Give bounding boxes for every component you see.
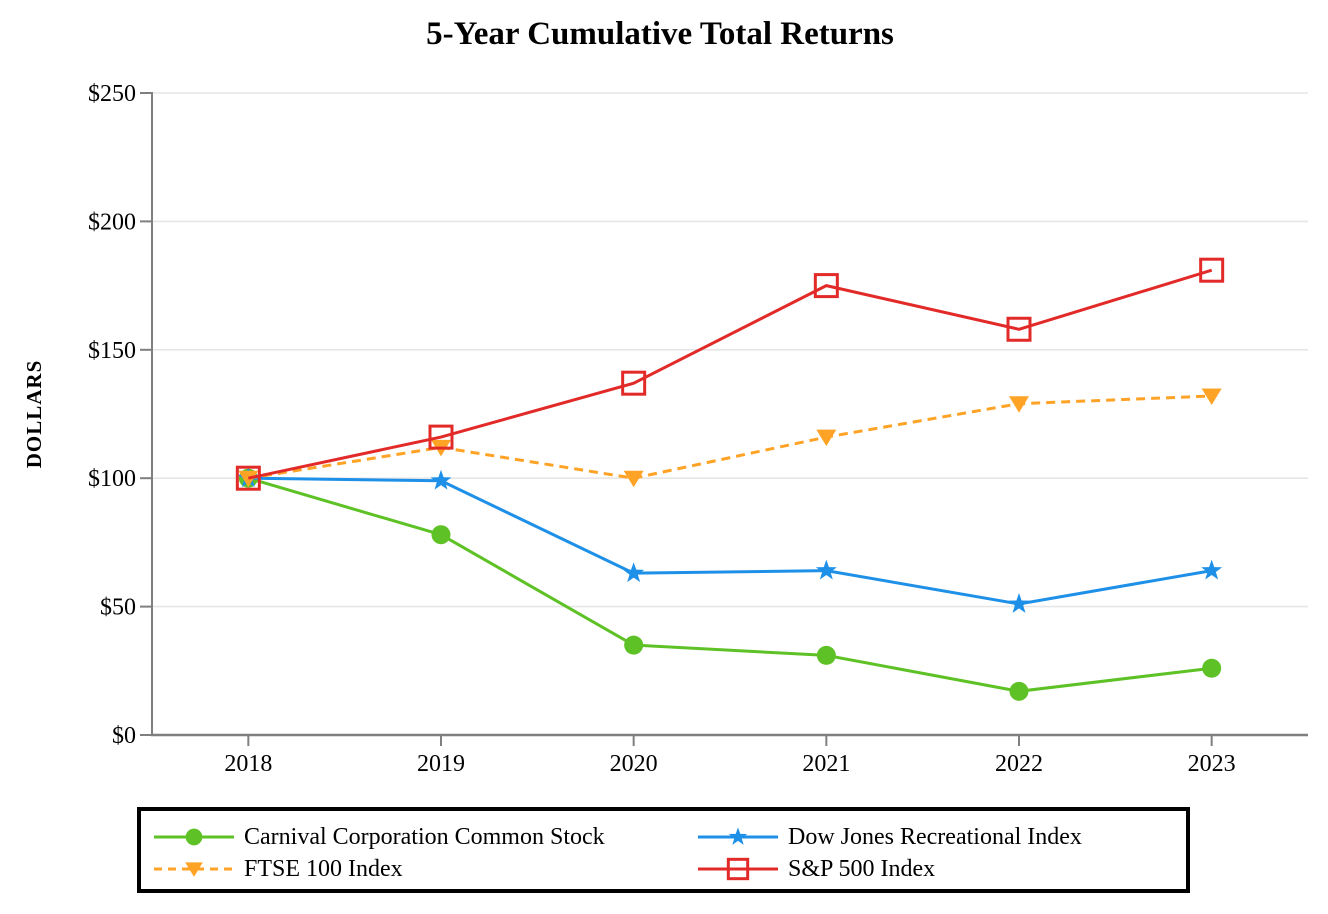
marker-star-1-5	[1201, 559, 1223, 580]
y-tick-label: $250	[88, 81, 136, 107]
marker-circle-0-4	[1009, 681, 1029, 701]
legend-label: S&P 500 Index	[788, 856, 936, 882]
marker-square-open-3-0	[235, 465, 261, 491]
y-tick-label: $0	[112, 723, 136, 749]
x-tick-label: 2018	[224, 751, 272, 777]
y-tick-label: $150	[88, 338, 136, 364]
y-axis-title: DOLLARS	[22, 360, 46, 469]
marker-triangle-down-2-3	[816, 429, 837, 447]
marker-square-open-legend-3	[726, 857, 750, 881]
series-line-2	[248, 394, 1212, 480]
marker-square-open-3-5	[1199, 257, 1225, 283]
legend-item-0: Carnival Corporation Common Stock	[153, 821, 697, 853]
series-line-1	[248, 476, 1212, 606]
marker-triangle-down-2-5	[1201, 388, 1222, 406]
marker-triangle-down-2-0	[238, 470, 259, 488]
legend-item-3: S&P 500 Index	[697, 853, 1186, 885]
marker-star-1-1	[430, 469, 452, 490]
marker-square-open-3-3	[813, 273, 839, 299]
marker-star-1-4	[1008, 593, 1030, 613]
legend-item-1: Dow Jones Recreational Index	[697, 821, 1186, 853]
marker-square-open-3-4	[1006, 316, 1032, 342]
x-tick-label: 2020	[610, 751, 658, 777]
series-line-0	[247, 476, 1212, 693]
y-tick-label: $100	[88, 466, 136, 492]
marker-square-open-3-1	[428, 424, 454, 450]
marker-circle-0-1	[431, 525, 451, 545]
legend-label: Carnival Corporation Common Stock	[244, 824, 605, 850]
marker-star-1-2	[623, 562, 645, 583]
marker-triangle-down-2-2	[623, 470, 644, 488]
x-tick-label: 2019	[417, 751, 465, 777]
legend-sample-square-open-icon	[698, 857, 778, 881]
y-tick-label: $200	[88, 209, 136, 235]
x-tick-label: 2023	[1188, 751, 1236, 777]
chart-title: 5-Year Cumulative Total Returns	[426, 16, 894, 52]
x-tick-label: 2022	[995, 751, 1043, 777]
chart-legend: Carnival Corporation Common Stock Dow Jon…	[137, 807, 1190, 893]
marker-square-open-3-2	[621, 370, 647, 396]
x-tick-label: 2021	[802, 751, 850, 777]
legend-sample-circle-icon	[154, 828, 234, 846]
marker-star-1-3	[815, 559, 837, 580]
marker-star-legend-1	[728, 827, 748, 845]
y-tick-label: $50	[100, 595, 136, 621]
marker-circle-0-5	[1202, 658, 1222, 678]
marker-circle-0-3	[816, 645, 836, 665]
legend-item-2: FTSE 100 Index	[153, 853, 697, 885]
marker-triangle-down-legend-2	[185, 862, 203, 877]
marker-circle-0-2	[624, 635, 644, 655]
line-chart-plot: $0 $50 $100 $150 $200 $250 2018 2019 2020 2021 202…	[22, 81, 1308, 777]
marker-circle-legend-0	[185, 828, 203, 846]
legend-label: FTSE 100 Index	[244, 856, 403, 882]
legend-label: Dow Jones Recreational Index	[788, 824, 1082, 850]
legend-sample-star-icon	[698, 827, 778, 845]
marker-triangle-down-2-4	[1009, 396, 1029, 413]
legend-sample-triangle-down-icon	[154, 862, 234, 877]
series-line-3	[247, 268, 1213, 480]
